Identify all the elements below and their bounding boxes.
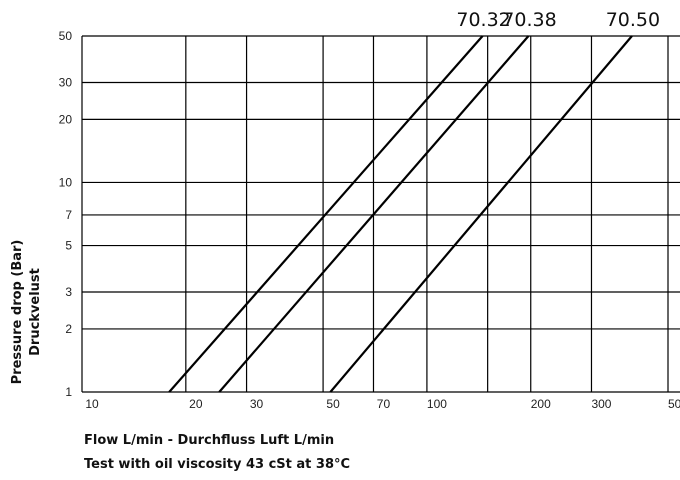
y-tick-label: 3 <box>65 285 72 299</box>
series-label-70.32: 70.32 <box>456 9 510 31</box>
y-tick-label: 5 <box>65 239 72 253</box>
series-lines <box>168 35 633 393</box>
x-tick-label: 50 <box>326 397 340 411</box>
y-axis-label-line-1: Pressure drop (Bar) <box>10 240 25 385</box>
y-tick-label: 50 <box>59 29 73 43</box>
y-tick-label: 7 <box>65 208 72 222</box>
y-tick-label: 20 <box>59 112 73 126</box>
series-label-70.38: 70.38 <box>502 9 556 31</box>
y-tick-label: 2 <box>65 322 72 336</box>
x-tick-label: 20 <box>189 397 203 411</box>
x-tick-label: 10 <box>85 397 99 411</box>
series-line-70.32 <box>168 35 484 393</box>
y-tick-label: 1 <box>65 385 72 399</box>
x-tick-label: 30 <box>250 397 264 411</box>
y-tick-label: 30 <box>59 75 73 89</box>
x-tick-labels: 10 20 30 50 70 100 200 300 500 <box>85 397 680 411</box>
y-axis-title: Pressure drop (Bar) Druckvelust <box>10 240 43 385</box>
grid <box>81 35 680 393</box>
x-axis-label: Flow L/min - Durchfluss Luft L/min <box>84 433 335 448</box>
series-line-70.38 <box>218 35 530 393</box>
y-tick-labels: 1 2 3 5 7 10 20 30 50 <box>59 29 73 399</box>
x-tick-label: 300 <box>591 397 611 411</box>
x-tick-label: 500 <box>668 397 680 411</box>
series-line-70.50 <box>329 35 633 393</box>
x-tick-label: 70 <box>377 397 391 411</box>
y-tick-label: 10 <box>59 175 73 189</box>
series-label-70.50: 70.50 <box>606 9 660 31</box>
x-tick-label: 200 <box>531 397 551 411</box>
y-axis-label-line-2: Druckvelust <box>28 268 43 356</box>
test-note: Test with oil viscosity 43 cSt at 38°C <box>84 457 351 472</box>
x-tick-label: 100 <box>427 397 447 411</box>
